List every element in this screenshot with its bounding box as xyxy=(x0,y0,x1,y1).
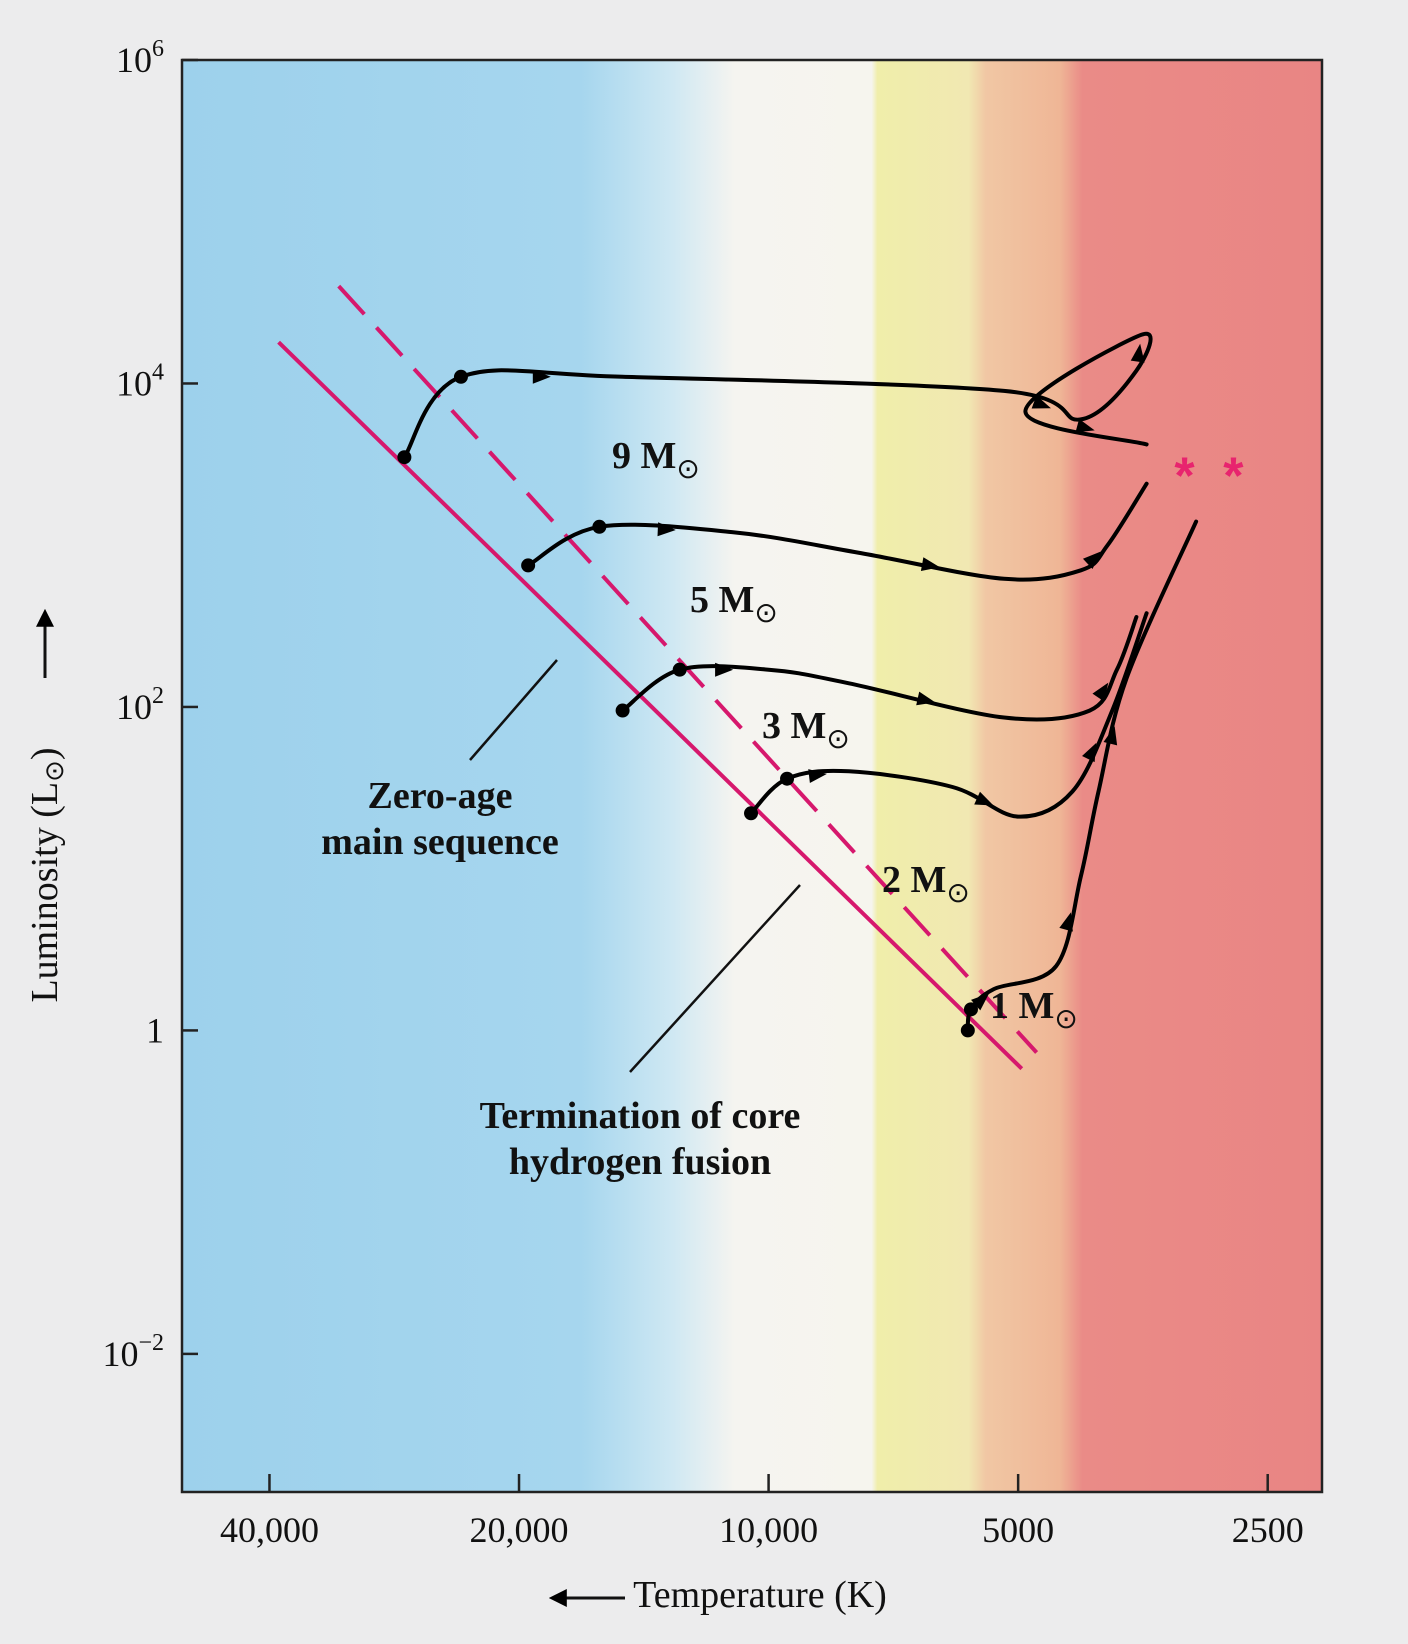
y-axis-title-sub: ⊙ xyxy=(40,760,69,782)
zams-point xyxy=(521,558,536,573)
solar-symbol: ⊙ xyxy=(946,878,969,909)
annotation-text: Zero-age xyxy=(368,775,513,817)
track-direction-arrow xyxy=(1082,742,1097,763)
turnoff-point xyxy=(963,1002,978,1017)
evolution-track-4 xyxy=(749,611,1149,819)
track-direction-arrow xyxy=(808,769,827,784)
track-direction-arrow xyxy=(657,522,676,537)
track-mass-label: 3 M⊙ xyxy=(762,705,850,755)
star-marker: * xyxy=(1174,447,1195,505)
turnoff-point xyxy=(672,662,687,677)
evolution-track-2 xyxy=(526,481,1149,582)
spectral-background xyxy=(182,60,1322,1492)
track-direction-arrow xyxy=(1103,726,1118,746)
track-direction-arrow xyxy=(916,691,936,706)
y-tick-exponent: 6 xyxy=(152,36,164,62)
track-mass-label-text: 3 M xyxy=(762,705,826,747)
y-axis-title-close: ) xyxy=(24,747,66,760)
track-direction-arrow xyxy=(1075,418,1095,433)
y-tick-label: 104 xyxy=(116,359,164,403)
y-tick-base: 10 xyxy=(116,687,152,727)
y-tick-base: 10 xyxy=(116,363,152,403)
x-tick-label: 2500 xyxy=(1232,1510,1304,1550)
y-tick-base: 10 xyxy=(116,40,152,80)
annotation-text: Termination of core xyxy=(480,1095,801,1137)
x-axis-title: Temperature (K) xyxy=(633,1574,887,1616)
y-tick-label: 1 xyxy=(146,1010,164,1050)
y-tick-exponent: 4 xyxy=(152,359,164,385)
zams-point xyxy=(397,450,412,465)
zams-point xyxy=(960,1023,975,1038)
track-direction-arrow xyxy=(715,662,734,677)
track-mass-label: 9 M⊙ xyxy=(612,435,700,485)
y-axis-title: Luminosity (L xyxy=(24,782,66,1003)
x-tick-label: 10,000 xyxy=(719,1510,818,1550)
y-axis-title-group: Luminosity (L⊙) xyxy=(24,747,69,1002)
track-mass-label: 1 M⊙ xyxy=(990,985,1078,1035)
annotation-text: hydrogen fusion xyxy=(509,1141,771,1183)
evolution-track-3 xyxy=(620,615,1139,722)
turnoff-point xyxy=(592,519,607,534)
track-direction-arrow xyxy=(532,369,551,384)
track-direction-arrow xyxy=(1031,395,1051,409)
track-direction-arrow xyxy=(1092,682,1109,702)
track-mass-label: 2 M⊙ xyxy=(882,859,970,909)
y-tick-label: 10−2 xyxy=(102,1330,164,1374)
y-tick-base: 10 xyxy=(102,1334,138,1374)
y-tick-label: 102 xyxy=(116,683,164,727)
turnoff-point xyxy=(780,771,795,786)
track-mass-label-text: 2 M xyxy=(882,859,946,901)
track-mass-label-text: 9 M xyxy=(612,435,676,477)
track-mass-label-text: 1 M xyxy=(990,985,1054,1027)
svg-text:Luminosity (L⊙): Luminosity (L⊙) xyxy=(24,747,69,1002)
zams-point xyxy=(615,703,630,718)
evolution-track-1 xyxy=(402,331,1153,460)
solar-symbol: ⊙ xyxy=(826,724,849,755)
track-direction-arrow xyxy=(920,557,940,571)
x-tick-label: 5000 xyxy=(982,1510,1054,1550)
track-direction-arrow xyxy=(1130,343,1145,363)
y-tick-exponent: −2 xyxy=(138,1330,164,1356)
x-tick-label: 20,000 xyxy=(470,1510,569,1550)
track-mass-label: 5 M⊙ xyxy=(690,579,778,629)
track-direction-arrow xyxy=(974,791,994,806)
y-tick-base: 1 xyxy=(146,1010,164,1050)
track-direction-arrow xyxy=(971,993,990,1011)
annotation-text: main sequence xyxy=(321,821,559,863)
zams-point xyxy=(744,806,759,821)
y-tick-label: 106 xyxy=(116,36,164,80)
annotation-leader-line xyxy=(629,884,801,1073)
x-tick-label: 40,000 xyxy=(220,1510,319,1550)
solar-symbol: ⊙ xyxy=(1054,1004,1077,1035)
turnoff-point xyxy=(453,369,468,384)
star-marker: * xyxy=(1223,447,1244,505)
annotation-leader-line xyxy=(469,659,558,761)
track-direction-arrow xyxy=(1059,912,1073,932)
y-tick-exponent: 2 xyxy=(152,683,164,709)
solar-symbol: ⊙ xyxy=(676,454,699,485)
track-direction-arrow xyxy=(1082,551,1101,569)
track-mass-label-text: 5 M xyxy=(690,579,754,621)
plot-frame xyxy=(180,58,1324,1494)
solar-symbol: ⊙ xyxy=(754,598,777,629)
